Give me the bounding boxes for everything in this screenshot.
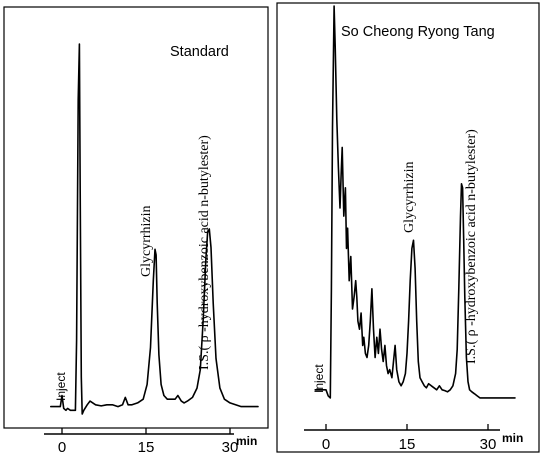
sample-peak-label-internal-standard: I.S.( ρ -hydroxybenzoic acid n-butyleste…	[464, 129, 479, 364]
standard-x-tick-label-30: 30	[222, 439, 239, 453]
sample-x-axis-unit: min	[502, 431, 523, 445]
so-cheong-ryong-tang-panel: So Cheong Ryong Tang Inject min Glycyrrh…	[276, 2, 540, 453]
sample-x-tick-label-30: 30	[480, 436, 497, 453]
standard-chromatogram-trace	[50, 43, 259, 415]
sample-chromatogram-trace	[314, 5, 516, 399]
standard-panel: Standard Inject min Glycyrrhizin I.S.( ρ…	[3, 6, 269, 453]
standard-panel-frame	[3, 6, 269, 429]
standard-title: Standard	[170, 44, 229, 60]
standard-x-tick-label-15: 15	[138, 439, 155, 453]
sample-inject-label: Inject	[312, 364, 326, 393]
sample-x-tick-label-0: 0	[322, 436, 330, 453]
standard-x-axis-unit: min	[236, 434, 257, 448]
sample-x-ticks: 0 15 30	[322, 424, 497, 453]
sample-panel-frame	[276, 2, 540, 453]
standard-peak-label-glycyrrhizin: Glycyrrhizin	[139, 205, 154, 277]
standard-x-ticks: 0 15 30	[58, 428, 239, 453]
sample-peak-label-glycyrrhizin: Glycyrrhizin	[402, 161, 417, 233]
standard-inject-label: Inject	[54, 372, 68, 401]
sample-title: So Cheong Ryong Tang	[341, 24, 495, 40]
sample-x-tick-label-15: 15	[399, 436, 416, 453]
standard-x-tick-label-0: 0	[58, 439, 66, 453]
standard-peak-label-internal-standard: I.S.( ρ -hydroxybenzoic acid n-butyleste…	[197, 135, 212, 370]
